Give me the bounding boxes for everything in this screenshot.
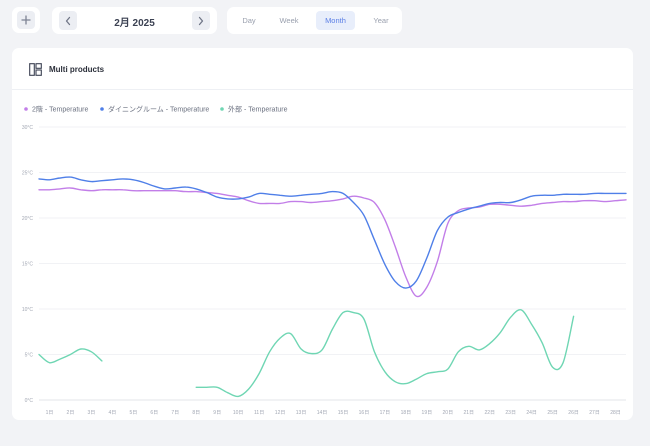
x-tick-label: 27日 [589, 410, 600, 416]
legend-marker [100, 107, 104, 111]
tab-month[interactable]: Month [316, 11, 355, 30]
x-tick-label: 6日 [150, 410, 158, 416]
y-tick-label: 0°C [25, 398, 34, 404]
x-tick-label: 7日 [171, 410, 179, 416]
y-tick-label: 20°C [22, 216, 34, 222]
x-tick-label: 16日 [359, 410, 370, 416]
card-title: Multi products [49, 65, 105, 74]
current-period-label: 2月 2025 [114, 18, 155, 29]
x-tick-label: 17日 [380, 410, 391, 416]
y-tick-label: 10°C [22, 307, 34, 313]
y-tick-label: 30°C [22, 125, 34, 131]
series-line [38, 176, 627, 289]
legend-label: 外部 - Temperature [228, 105, 288, 114]
y-tick-label: 25°C [22, 171, 34, 177]
x-tick-label: 18日 [401, 410, 412, 416]
x-tick-label: 20日 [443, 410, 454, 416]
x-tick-label: 14日 [317, 410, 328, 416]
x-tick-label: 10日 [233, 410, 244, 416]
x-tick-label: 15日 [338, 410, 349, 416]
chart-card: Multi products [12, 48, 633, 420]
x-tick-label: 11日 [254, 410, 264, 416]
series-line [38, 348, 103, 364]
x-tick-label: 23日 [505, 410, 516, 416]
x-tick-label: 2日 [67, 410, 75, 416]
tab-week[interactable]: Week [279, 16, 299, 25]
x-tick-label: 1日 [46, 410, 54, 416]
legend-label: ダイニングルーム - Temperature [108, 105, 209, 114]
date-navigator: 2月 2025 [52, 7, 217, 34]
x-tick-label: 9日 [213, 410, 221, 416]
series-line [195, 309, 575, 398]
x-tick-label: 21日 [463, 410, 474, 416]
x-tick-label: 4日 [108, 410, 116, 416]
legend-label: 2階 - Temperature [32, 105, 89, 114]
series-line [38, 187, 627, 298]
add-button[interactable] [12, 7, 40, 33]
y-tick-label: 15°C [22, 262, 34, 268]
plus-icon [17, 11, 35, 29]
tab-year[interactable]: Year [373, 16, 389, 25]
y-tick-label: 5°C [25, 353, 34, 359]
legend-marker [24, 107, 28, 111]
x-tick-label: 25日 [547, 410, 558, 416]
layout-panels-icon [29, 63, 42, 76]
range-tabs: Day Week Month Year [227, 7, 402, 34]
x-tick-label: 12日 [275, 410, 286, 416]
tab-day[interactable]: Day [242, 16, 256, 25]
x-tick-label: 5日 [129, 410, 137, 416]
x-tick-label: 22日 [484, 410, 495, 416]
legend-marker [220, 107, 224, 111]
card-header: Multi products [12, 48, 633, 90]
x-tick-label: 26日 [568, 410, 579, 416]
chevron-left-icon[interactable] [59, 11, 77, 30]
x-tick-label: 28日 [610, 410, 621, 416]
x-tick-label: 3日 [88, 410, 96, 416]
chevron-right-icon[interactable] [192, 11, 210, 30]
x-tick-label: 8日 [192, 410, 200, 416]
x-tick-label: 13日 [296, 410, 307, 416]
x-tick-label: 19日 [422, 410, 433, 416]
x-tick-label: 24日 [526, 410, 537, 416]
